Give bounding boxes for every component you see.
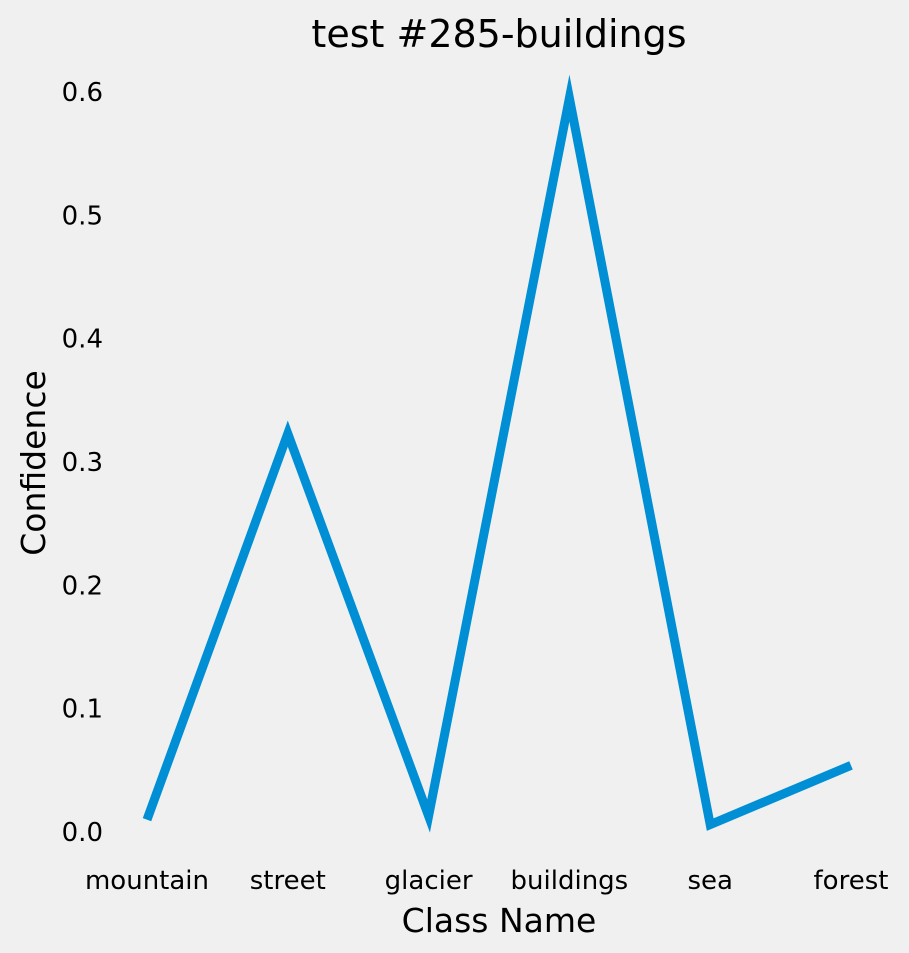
y-tick-label: 0.5 [62,201,103,231]
series-line-0 [142,74,853,833]
x-tick-label: street [250,866,326,896]
x-tick-label: forest [814,866,889,896]
y-axis-label: Confidence [14,370,53,556]
x-tick-label: glacier [385,866,473,896]
x-axis-label: Class Name [402,901,597,940]
y-tick-label: 0.1 [62,695,103,725]
y-tick-label: 0.3 [62,448,103,478]
x-tick-label: sea [687,866,732,896]
x-axis-ticks: mountain street glacier buildings sea forest [85,866,888,896]
chart-title: test #285-buildings [311,12,686,56]
y-axis-ticks: 0.0 0.1 0.2 0.3 0.4 0.5 0.6 [62,78,103,848]
x-tick-label: mountain [85,866,209,896]
series-layer [142,74,853,833]
y-tick-label: 0.2 [62,571,103,601]
y-tick-label: 0.6 [62,78,103,108]
x-tick-label: buildings [511,866,629,896]
y-tick-label: 0.4 [62,325,103,355]
y-tick-label: 0.0 [62,818,103,848]
